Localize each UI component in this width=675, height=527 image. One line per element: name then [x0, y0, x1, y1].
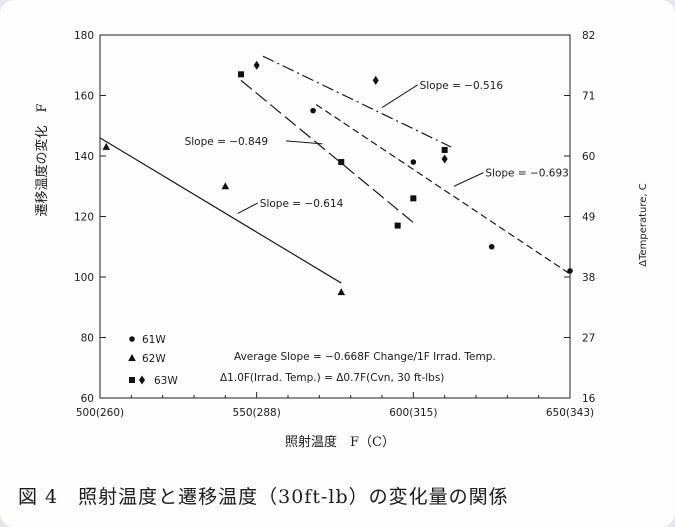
- legend-label: 63W: [154, 375, 178, 387]
- fit-line-solid: [99, 137, 342, 284]
- y-tick-label: 120: [74, 212, 94, 224]
- legend-marker-circle: [129, 336, 135, 342]
- average-slope-note: Average Slope = −0.668F Change/1F Irrad.…: [234, 351, 496, 363]
- data-point-63W: [441, 146, 448, 153]
- legend-marker-diamond: [139, 375, 145, 385]
- data-point-63W: [410, 195, 417, 202]
- fit-line-short-dash: [315, 104, 571, 275]
- slope-label: Slope = −0.693: [485, 168, 568, 180]
- data-point-63W: [238, 71, 244, 78]
- figure-caption: 図 4 照射温度と遷移温度（30ft-lb）の変化量の関係: [18, 486, 509, 508]
- y2-tick-label: 16: [582, 393, 596, 405]
- slope-label-leader: [237, 202, 259, 214]
- y2-tick-label: 27: [582, 333, 595, 345]
- y-tick-label: 80: [81, 333, 94, 345]
- y2-tick-label: 60: [582, 151, 595, 163]
- y2-tick-label: 82: [582, 30, 595, 42]
- y-tick-label: 100: [74, 272, 94, 284]
- x-axis-title: 照射温度 F（C）: [285, 434, 395, 450]
- data-point-63W: [394, 222, 401, 229]
- conversion-note: Δ1.0F(Irrad. Temp.) = Δ0.7F(Cvn, 30 ft-l…: [220, 372, 444, 384]
- y2-tick-label: 49: [582, 212, 595, 224]
- x-tick-label: 500(260): [76, 407, 124, 419]
- data-point-63W: [441, 154, 448, 164]
- slope-label: Slope = −0.614: [260, 198, 344, 210]
- y-tick-label: 60: [81, 393, 94, 405]
- slope-label: Slope = −0.516: [420, 80, 504, 92]
- slope-label-leader: [453, 172, 484, 187]
- legend-label: 61W: [142, 334, 166, 346]
- data-point-62W: [102, 142, 111, 150]
- legend-marker-triangle: [128, 354, 136, 361]
- data-point-61W: [567, 268, 573, 274]
- data-point-63W: [338, 159, 345, 166]
- data-point-62W: [221, 182, 230, 190]
- data-point-61W: [410, 159, 417, 165]
- y2-tick-label: 38: [582, 272, 595, 284]
- y-tick-label: 180: [74, 30, 94, 42]
- y-axis-title: 遷移温度の変化 F: [34, 103, 50, 216]
- slope-label: Slope = −0.849: [185, 136, 268, 148]
- legend-label: 62W: [142, 353, 166, 365]
- y2-tick-label: 71: [582, 91, 595, 103]
- data-point-61W: [488, 243, 495, 250]
- data-point-61W: [310, 107, 316, 114]
- x-tick-label: 650(343): [546, 407, 594, 419]
- y-tick-label: 140: [74, 151, 94, 163]
- x-tick-label: 600(315): [389, 407, 437, 419]
- legend-marker-square: [129, 377, 135, 383]
- fit-line-dash-dot: [262, 55, 452, 148]
- y2-axis-title: ΔTemperature, C: [638, 183, 649, 267]
- y-tick-label: 160: [74, 91, 94, 103]
- data-point-62W: [337, 288, 346, 296]
- data-point-63W: [372, 75, 379, 85]
- slope-label-leader: [381, 84, 418, 109]
- slope-label-leader: [285, 140, 323, 145]
- x-tick-label: 550(288): [233, 407, 281, 419]
- data-point-63W: [253, 60, 260, 70]
